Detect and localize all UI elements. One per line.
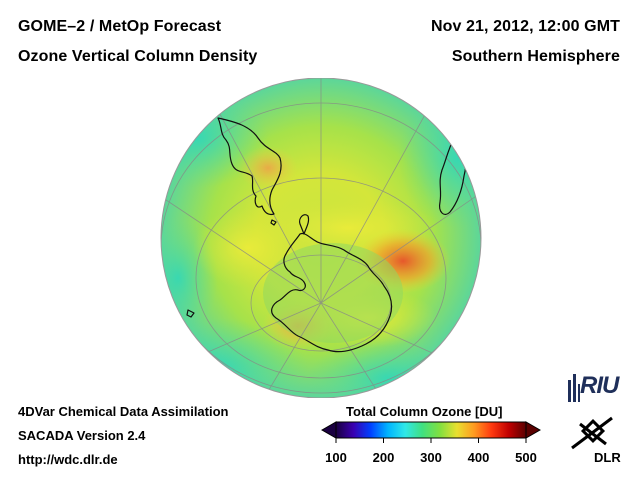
riu-logo-icon — [568, 374, 580, 402]
colorbar-tick-label: 200 — [372, 450, 395, 465]
footer-line-3: http://wdc.dlr.de — [18, 452, 118, 467]
island — [186, 309, 195, 318]
africa-coast — [439, 137, 467, 215]
colorbar-tick-label: 500 — [515, 450, 537, 465]
ozone-globe-map — [160, 78, 482, 398]
south-america-coast — [217, 117, 282, 216]
date-label: Nov 21, 2012, 12:00 GMT — [430, 18, 620, 35]
dlr-logo-icon — [571, 416, 613, 450]
globe-outline — [160, 78, 482, 398]
title-line-2: Ozone Vertical Column Density — [18, 48, 258, 65]
island — [270, 219, 277, 226]
antarctica-coast — [271, 232, 393, 353]
peninsula-tip — [299, 214, 310, 235]
colorbar-tick-label: 100 — [325, 450, 347, 465]
colorbar — [320, 421, 542, 443]
colorbar-tick-label: 300 — [420, 450, 442, 465]
colorbar-title: Total Column Ozone [DU] — [346, 404, 503, 419]
dlr-logo-text: DLR — [594, 450, 621, 465]
globe-content — [161, 78, 481, 398]
footer-line-1: 4DVar Chemical Data Assimilation — [18, 404, 229, 419]
colorbar-low-arrow — [320, 421, 337, 439]
colorbar-high-arrow — [525, 421, 542, 439]
footer-line-2: SACADA Version 2.4 — [18, 428, 146, 443]
region-label: Southern Hemisphere — [451, 48, 620, 65]
title-line-1: GOME–2 / MetOp Forecast — [18, 18, 222, 35]
coastlines — [186, 117, 467, 353]
riu-logo-text: RIU — [580, 372, 619, 399]
colorbar-tick-label: 400 — [467, 450, 490, 465]
colorbar-gradient — [335, 421, 527, 439]
